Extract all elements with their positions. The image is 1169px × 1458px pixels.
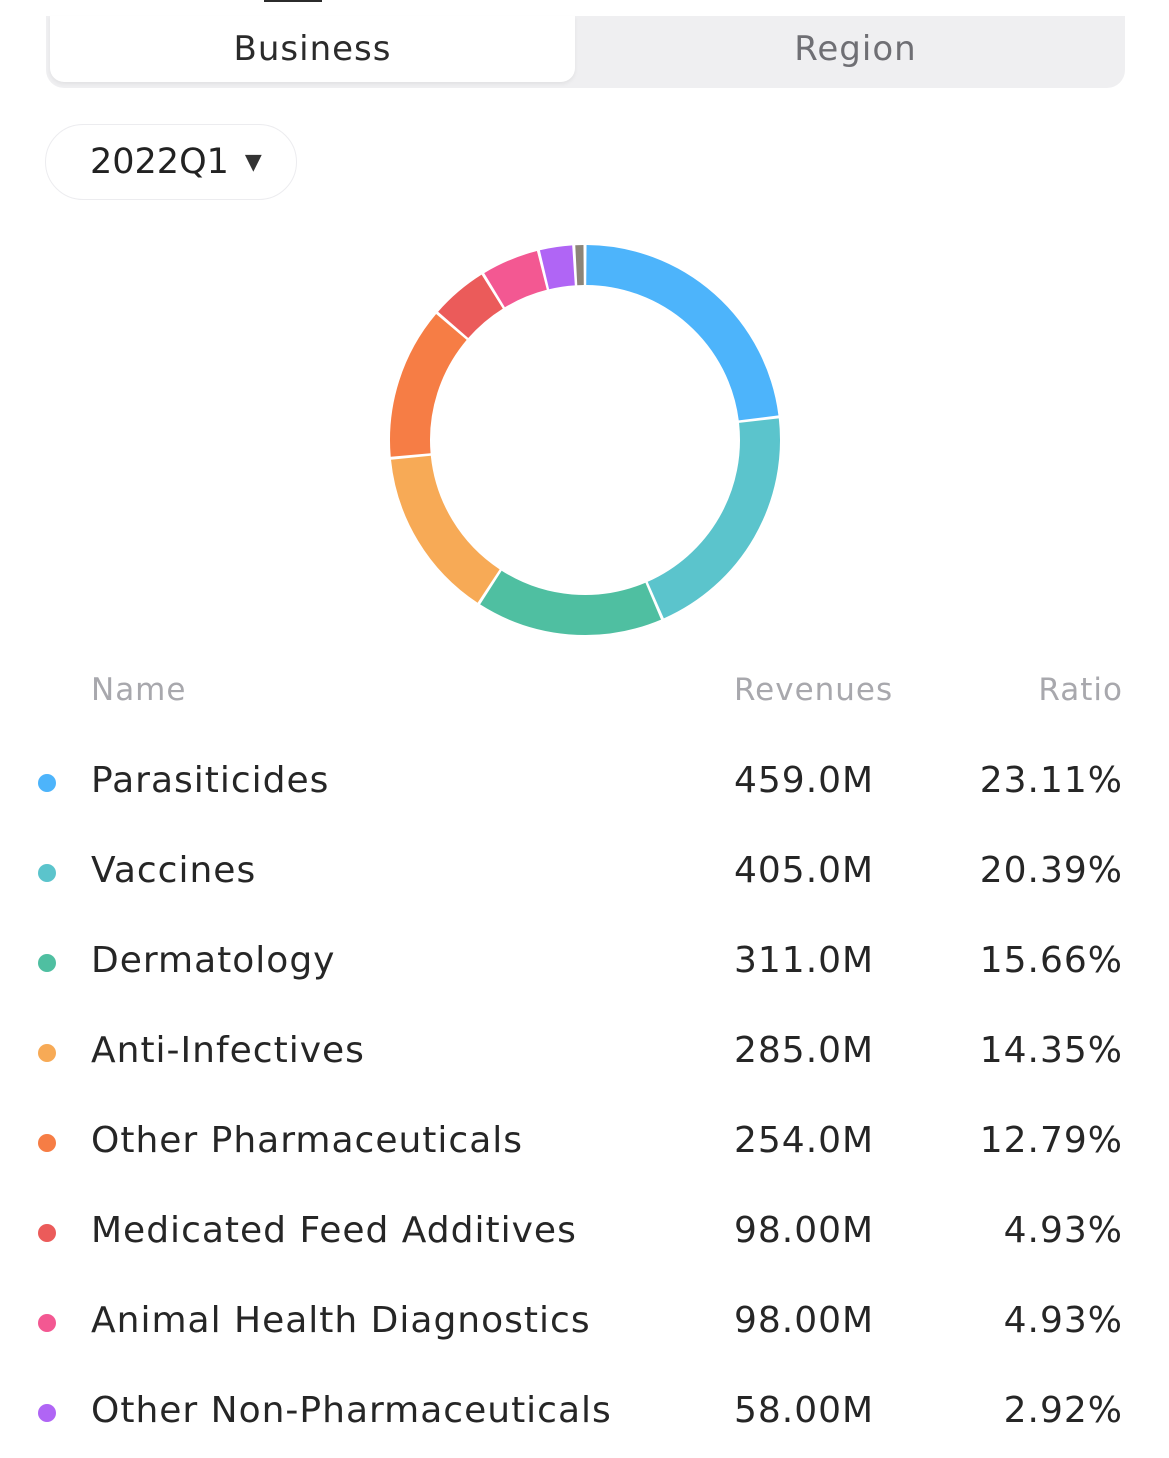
column-header-name: Name — [91, 672, 186, 708]
row-ratio: 4.93% — [1004, 1300, 1123, 1341]
donut-slice-dermatology — [491, 588, 653, 615]
row-revenue: 459.0M — [734, 760, 874, 801]
row-revenue: 405.0M — [734, 850, 874, 891]
legend-dot — [38, 1314, 56, 1332]
caret-down-icon: ▼ — [245, 150, 262, 175]
row-name: Vaccines — [91, 850, 256, 891]
row-name: Anti-Infectives — [91, 1030, 365, 1071]
row-name: Animal Health Diagnostics — [91, 1300, 591, 1341]
row-name: Parasiticides — [91, 760, 329, 801]
column-header-ratio: Ratio — [1038, 672, 1123, 708]
donut-slice-medicated-feed-additives — [453, 292, 492, 325]
row-ratio: 14.35% — [980, 1030, 1123, 1071]
legend-dot — [38, 1404, 56, 1422]
row-revenue: 98.00M — [734, 1300, 874, 1341]
column-header-revenues: Revenues — [734, 672, 893, 708]
table-row[interactable]: Other Pharmaceuticals 254.0M 12.79% — [0, 1098, 1169, 1188]
donut-slice-parasiticides — [586, 265, 758, 418]
period-value: 2022Q1 — [90, 142, 229, 182]
donut-slice-other-non-pharmaceuticals — [545, 265, 574, 269]
legend-dot — [38, 774, 56, 792]
tab-business[interactable]: Business — [50, 16, 575, 82]
table-row[interactable]: Vaccines 405.0M 20.39% — [0, 828, 1169, 918]
donut-slice-anti-infectives — [411, 458, 489, 586]
period-dropdown[interactable]: 2022Q1 ▼ — [45, 124, 297, 200]
top-indicator — [264, 0, 322, 2]
donut-slice-vaccines — [656, 421, 760, 600]
row-revenue: 285.0M — [734, 1030, 874, 1071]
donut-slice-animal-health-diagnostics — [495, 270, 542, 290]
table-row[interactable]: Parasiticides 459.0M 23.11% — [0, 738, 1169, 828]
row-name: Dermatology — [91, 940, 336, 981]
row-revenue: 254.0M — [734, 1120, 874, 1161]
row-ratio: 20.39% — [980, 850, 1123, 891]
row-revenue: 98.00M — [734, 1210, 874, 1251]
table-row[interactable]: Other Non-Pharmaceuticals 58.00M 2.92% — [0, 1368, 1169, 1458]
legend-dot — [38, 1134, 56, 1152]
row-name: Other Pharmaceuticals — [91, 1120, 523, 1161]
table-row[interactable]: Anti-Infectives 285.0M 14.35% — [0, 1008, 1169, 1098]
row-name: Other Non-Pharmaceuticals — [91, 1390, 612, 1431]
row-revenue: 58.00M — [734, 1390, 874, 1431]
row-revenue: 311.0M — [734, 940, 874, 981]
row-name: Medicated Feed Additives — [91, 1210, 577, 1251]
row-ratio: 4.93% — [1004, 1210, 1123, 1251]
table-row[interactable]: Dermatology 311.0M 15.66% — [0, 918, 1169, 1008]
row-ratio: 15.66% — [980, 940, 1123, 981]
row-ratio: 23.11% — [980, 760, 1123, 801]
legend-dot — [38, 1224, 56, 1242]
tab-region[interactable]: Region — [586, 16, 1125, 82]
legend-dot — [38, 1044, 56, 1062]
row-ratio: 12.79% — [980, 1120, 1123, 1161]
legend-dot — [38, 954, 56, 972]
row-ratio: 2.92% — [1004, 1390, 1123, 1431]
table-row[interactable]: Medicated Feed Additives 98.00M 4.93% — [0, 1188, 1169, 1278]
segment-control: Business Region — [46, 16, 1125, 88]
donut-slice-other-pharmaceuticals — [410, 327, 451, 455]
table-row[interactable]: Animal Health Diagnostics 98.00M 4.93% — [0, 1278, 1169, 1368]
legend-dot — [38, 864, 56, 882]
